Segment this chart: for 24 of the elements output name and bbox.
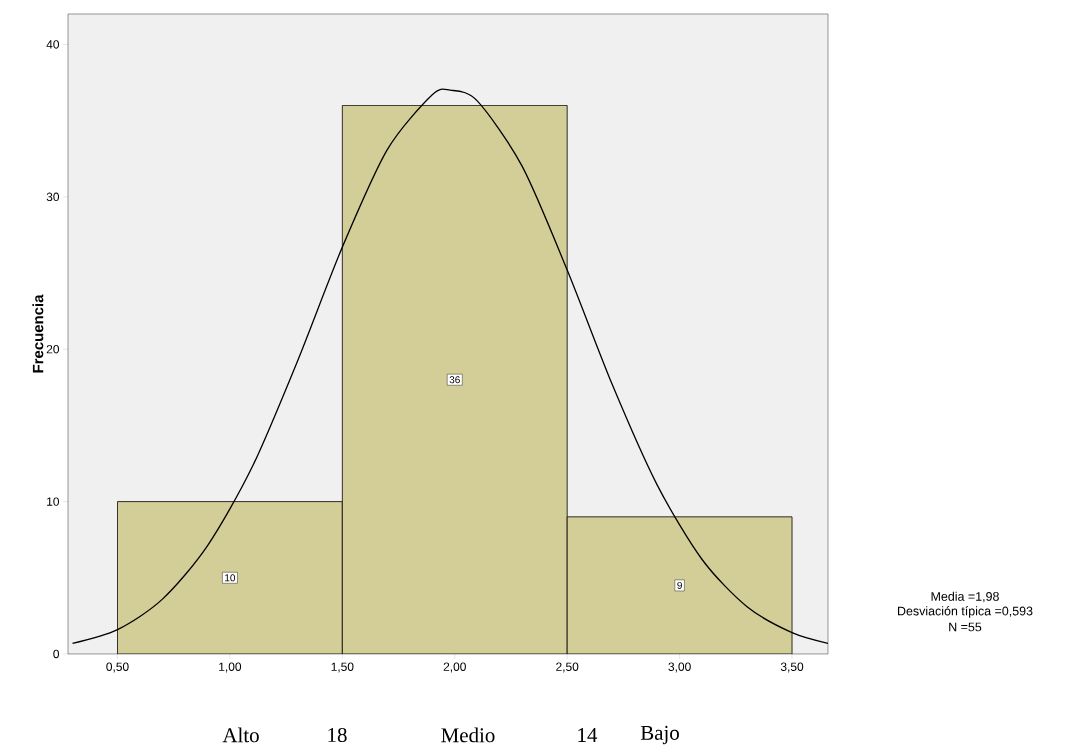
x-tick-label: 2,00 <box>443 662 466 673</box>
text: 18 <box>328 727 347 743</box>
text: Alto <box>222 727 259 743</box>
data-label: 10 <box>225 574 236 582</box>
x-tick-label: 3,00 <box>668 662 691 673</box>
text: Bajo <box>640 725 679 745</box>
y-tick-label: 0 <box>53 649 60 659</box>
data-label: 36 <box>449 376 460 384</box>
text: Medio <box>441 727 495 743</box>
text: 14 <box>578 728 598 742</box>
x-tick-label: 3,50 <box>780 662 804 673</box>
data-label: 9 <box>677 581 682 589</box>
x-tick-label: 1,00 <box>219 662 242 673</box>
x-tick-label: 2,50 <box>556 662 579 673</box>
y-tick-label: 20 <box>46 344 60 354</box>
text: Desviación típica =0,593 <box>898 606 1033 618</box>
text: N =55 <box>949 622 982 632</box>
y-tick-label: 40 <box>46 40 60 49</box>
x-tick-label: 0,50 <box>106 662 129 673</box>
text: Media =1,98 <box>931 591 999 603</box>
y-axis-title: Frecuencia <box>32 294 44 373</box>
y-tick-label: 10 <box>47 497 60 506</box>
x-tick-label: 1,50 <box>331 662 354 673</box>
y-tick-label: 30 <box>46 192 60 202</box>
